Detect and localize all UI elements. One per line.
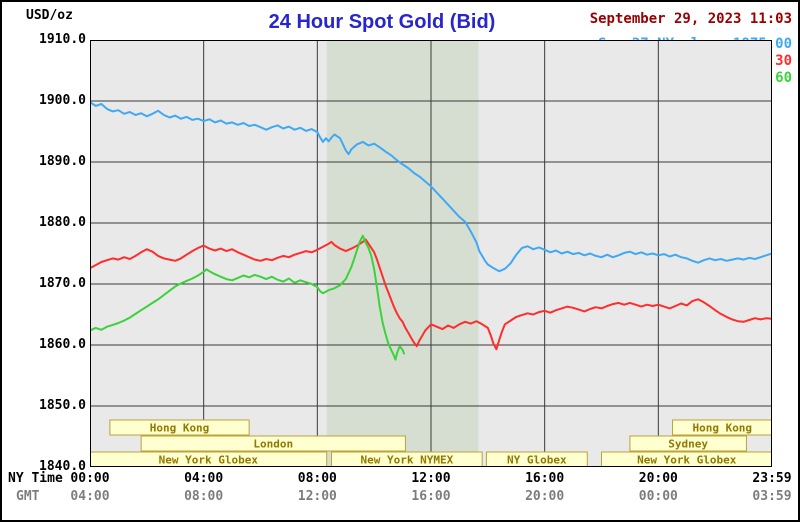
x-tick-gmt-03:59: 03:59	[752, 489, 792, 504]
x-tick-gmt-16:00: 16:00	[411, 489, 451, 504]
chart-title: 24 Hour Spot Gold (Bid)	[268, 11, 496, 33]
session-box-ny-globex-late	[601, 451, 772, 467]
x-tick-gmt-08:00: 08:00	[184, 489, 224, 504]
x-tick-ny-08:00: 08:00	[297, 471, 337, 486]
session-label-ny-nymex: New York NYMEX	[360, 454, 453, 467]
session-label-ny-globex-early: New York Globex	[159, 454, 259, 467]
y-tick-label-1860.0: 1860.0	[39, 337, 86, 352]
session-box-london	[140, 435, 406, 452]
plot-border	[90, 40, 772, 467]
session-label-hong-kong-late: Hong Kong	[692, 422, 752, 435]
session-label-ny-globex-mid: NY Globex	[507, 454, 567, 467]
y-tick-label-1880.0: 1880.0	[39, 215, 86, 230]
ny-time-axis-label: NY Time	[8, 471, 63, 486]
series-line-sep27	[90, 101, 772, 273]
x-tick-ny-16:00: 16:00	[525, 471, 565, 486]
session-box-ny-globex-mid	[485, 451, 588, 467]
y-tick-label-1840.0: 1840.0	[39, 459, 86, 474]
x-tick-ny-12:00: 12:00	[411, 471, 451, 486]
session-label-london: London	[253, 438, 293, 451]
session-box-hong-kong-early	[109, 419, 250, 436]
gmt-axis-label: GMT	[16, 489, 40, 504]
session-box-ny-globex-early	[90, 451, 328, 467]
session-box-sydney	[629, 435, 747, 452]
x-tick-ny-00:00: 00:00	[70, 471, 110, 486]
y-axis-units-label: USD/oz	[26, 8, 73, 23]
nymex-session-band	[326, 40, 479, 467]
chart-datetime: September 29, 2023 11:03	[589, 11, 792, 27]
series-line-sep29	[90, 234, 405, 361]
plot-area: Hong Kong Hong Kong London Sydney New York G…	[90, 40, 772, 467]
y-tick-label-1900.0: 1900.0	[39, 93, 86, 108]
session-label-ny-globex-late: New York Globex	[637, 454, 737, 467]
session-label-hong-kong-early: Hong Kong	[150, 422, 210, 435]
y-tick-label-1870.0: 1870.0	[39, 276, 86, 291]
session-label-sydney: Sydney	[668, 438, 708, 451]
x-tick-ny-04:00: 04:00	[184, 471, 224, 486]
x-tick-ny-20:00: 20:00	[638, 471, 678, 486]
x-tick-gmt-00:00: 00:00	[638, 489, 678, 504]
session-box-ny-nymex	[331, 451, 483, 467]
x-tick-ny-23:59: 23:59	[752, 471, 792, 486]
session-box-hong-kong-late	[672, 419, 772, 436]
series-line-sep28	[90, 238, 772, 351]
y-tick-label-1890.0: 1890.0	[39, 154, 86, 169]
x-tick-gmt-12:00: 12:00	[297, 489, 337, 504]
x-tick-gmt-04:00: 04:00	[70, 489, 110, 504]
x-tick-gmt-20:00: 20:00	[525, 489, 565, 504]
y-tick-label-1910.0: 1910.0	[39, 32, 86, 47]
y-tick-label-1850.0: 1850.0	[39, 398, 86, 413]
